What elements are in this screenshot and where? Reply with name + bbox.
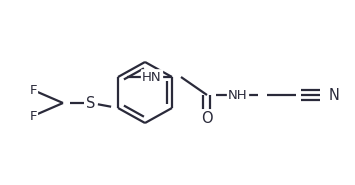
Text: NH: NH [228, 88, 248, 102]
Text: HN: HN [142, 70, 162, 83]
Text: N: N [329, 88, 340, 102]
Text: S: S [86, 95, 96, 110]
Text: F: F [29, 110, 37, 122]
Text: O: O [201, 110, 213, 125]
Text: F: F [29, 83, 37, 97]
